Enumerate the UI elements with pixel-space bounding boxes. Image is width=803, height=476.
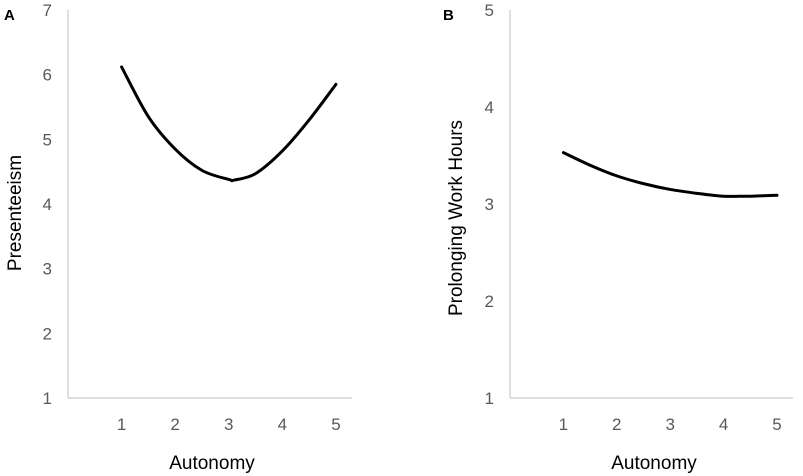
panel-a-y-tick-label: 4 [43, 195, 52, 214]
panel-b-y-tick-label: 2 [485, 292, 494, 311]
panel-a-y-tick-label: 2 [43, 324, 52, 343]
panel-a-y-tick-label: 7 [43, 1, 52, 20]
panel-b-y-tick-label: 1 [485, 389, 494, 408]
panel-a-chart: A 1 2 3 4 5 6 7 1 2 3 4 5 Autonomy Presenteeism [4, 1, 352, 474]
panel-a-y-tick-label: 1 [43, 389, 52, 408]
panel-a-x-tick-label: 2 [170, 415, 179, 434]
panel-b-y-tick-labels: 1 2 3 4 5 [485, 1, 494, 408]
panel-a-letter: A [4, 7, 15, 24]
panel-b-x-tick-label: 2 [612, 415, 621, 434]
panel-a-y-tick-label: 3 [43, 260, 52, 279]
panel-b-x-tick-labels: 1 2 3 4 5 [559, 415, 782, 434]
panel-a-axes [67, 10, 352, 399]
panel-b-series-line [561, 151, 779, 198]
panel-a-series [120, 65, 338, 183]
panel-a-x-axis-title: Autonomy [169, 453, 255, 474]
panel-a-y-tick-label: 6 [43, 66, 52, 85]
panel-b-series [561, 151, 779, 198]
panel-b-y-tick-label: 3 [485, 195, 494, 214]
panel-b-y-tick-label: 5 [485, 1, 494, 20]
panel-b-y-axis-title: Prolonging Work Hours [446, 120, 467, 316]
panel-a-y-tick-label: 5 [43, 130, 52, 149]
panel-b-axes [509, 10, 793, 399]
panel-a-series-line [120, 65, 338, 183]
panel-b-x-axis-title: Autonomy [611, 453, 697, 474]
panel-a-x-tick-label: 1 [117, 415, 126, 434]
panel-b-chart: B 1 2 3 4 5 1 2 3 4 5 Autonomy Prolonging Work H… [443, 1, 793, 474]
panel-a-x-tick-label: 4 [278, 415, 287, 434]
panel-a-x-tick-labels: 1 2 3 4 5 [117, 415, 341, 434]
panel-b-x-tick-label: 3 [665, 415, 674, 434]
panel-a-x-tick-label: 5 [331, 415, 340, 434]
panel-b-letter: B [443, 7, 454, 24]
panel-b-x-tick-label: 4 [719, 415, 728, 434]
panel-a-x-tick-label: 3 [224, 415, 233, 434]
panel-b-x-tick-label: 5 [772, 415, 781, 434]
panel-a-y-axis-title: Presenteeism [5, 155, 26, 271]
panel-b-x-tick-label: 1 [559, 415, 568, 434]
panel-a-y-tick-labels: 1 2 3 4 5 6 7 [43, 1, 52, 408]
panel-b-y-tick-label: 4 [485, 98, 494, 117]
